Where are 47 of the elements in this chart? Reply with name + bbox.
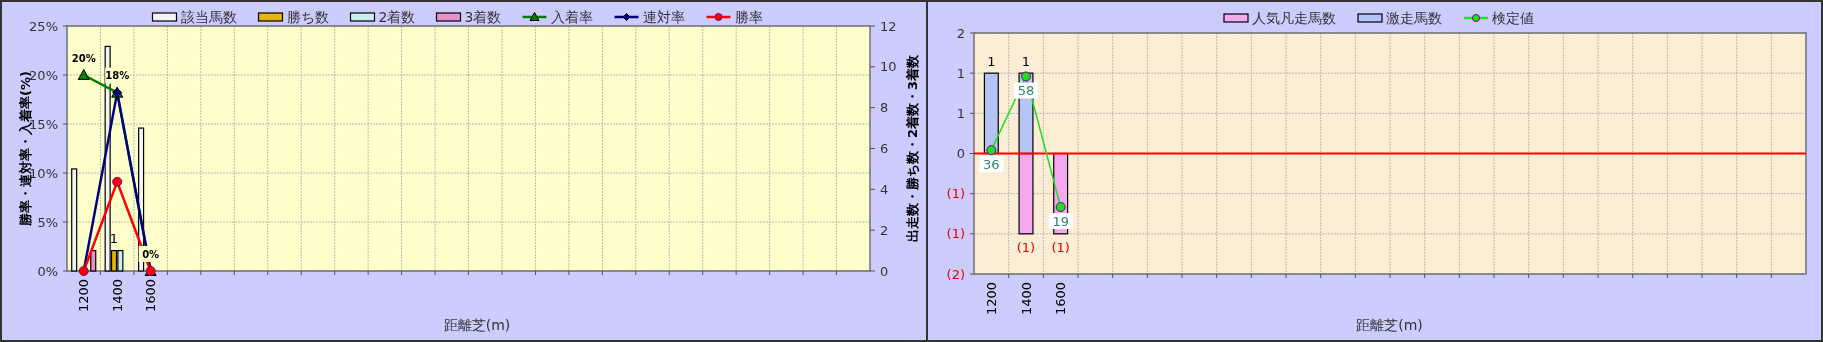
legend-label: 勝ち数 xyxy=(286,9,329,25)
y-tick-label: (1) xyxy=(946,186,965,202)
data-label: (1) xyxy=(1051,240,1070,256)
y2-tick-label: 10 xyxy=(880,59,897,75)
x-axis-title: 距離芝(m) xyxy=(443,317,511,333)
legend-label: 3着数 xyxy=(464,9,502,25)
legend-label: 該当馬数 xyxy=(180,9,237,25)
data-label: 58 xyxy=(1017,83,1035,99)
y-tick-label: 1 xyxy=(956,65,965,81)
y-tick-label: 5% xyxy=(37,214,58,230)
legend-label: 激走馬数 xyxy=(1386,10,1442,26)
x-tick-label: 1200 xyxy=(76,279,92,313)
y-tick-label: 0 xyxy=(956,146,965,161)
legend-label: 人気凡走馬数 xyxy=(1252,10,1336,26)
y2-tick-label: 0 xyxy=(880,263,889,279)
y2-axis-title: 出走数・勝ち数・2着数・3着数 xyxy=(904,53,920,243)
data-label: 19 xyxy=(1052,213,1069,229)
legend-label: 入着率 xyxy=(550,9,593,25)
y-tick-label: (2) xyxy=(946,266,965,282)
y2-tick-label: 4 xyxy=(880,181,889,197)
x-tick-label: 1600 xyxy=(143,279,159,313)
legend-label: 2着数 xyxy=(378,9,416,25)
y-tick-label: 0% xyxy=(37,263,58,279)
data-label: 1 xyxy=(1021,53,1031,69)
legend-label: 勝率 xyxy=(734,9,763,25)
y-tick-label: (1) xyxy=(946,226,965,242)
x-tick-label: 1400 xyxy=(1018,282,1034,316)
data-label: 20% xyxy=(71,52,96,64)
x-axis-title: 距離芝(m) xyxy=(1356,317,1423,333)
y-tick-label: 1 xyxy=(956,105,965,121)
data-label: 18% xyxy=(105,70,130,82)
y-tick-label: 25% xyxy=(29,18,58,34)
data-label: 0% xyxy=(142,248,160,260)
legend-label: 検定値 xyxy=(1492,10,1534,26)
y2-tick-label: 2 xyxy=(880,222,889,238)
y2-tick-label: 8 xyxy=(880,100,889,116)
y-tick-label: 2 xyxy=(956,25,965,41)
data-label: 36 xyxy=(983,156,1000,172)
y2-tick-label: 12 xyxy=(880,18,897,34)
data-label: 1 xyxy=(109,231,119,247)
x-tick-label: 1200 xyxy=(983,282,999,316)
y2-tick-label: 6 xyxy=(880,141,889,156)
x-tick-label: 1600 xyxy=(1053,282,1069,316)
x-tick-label: 1400 xyxy=(109,279,125,313)
legend-label: 連対率 xyxy=(642,9,685,25)
data-label: (1) xyxy=(1016,240,1036,256)
data-label: 1 xyxy=(987,53,996,69)
